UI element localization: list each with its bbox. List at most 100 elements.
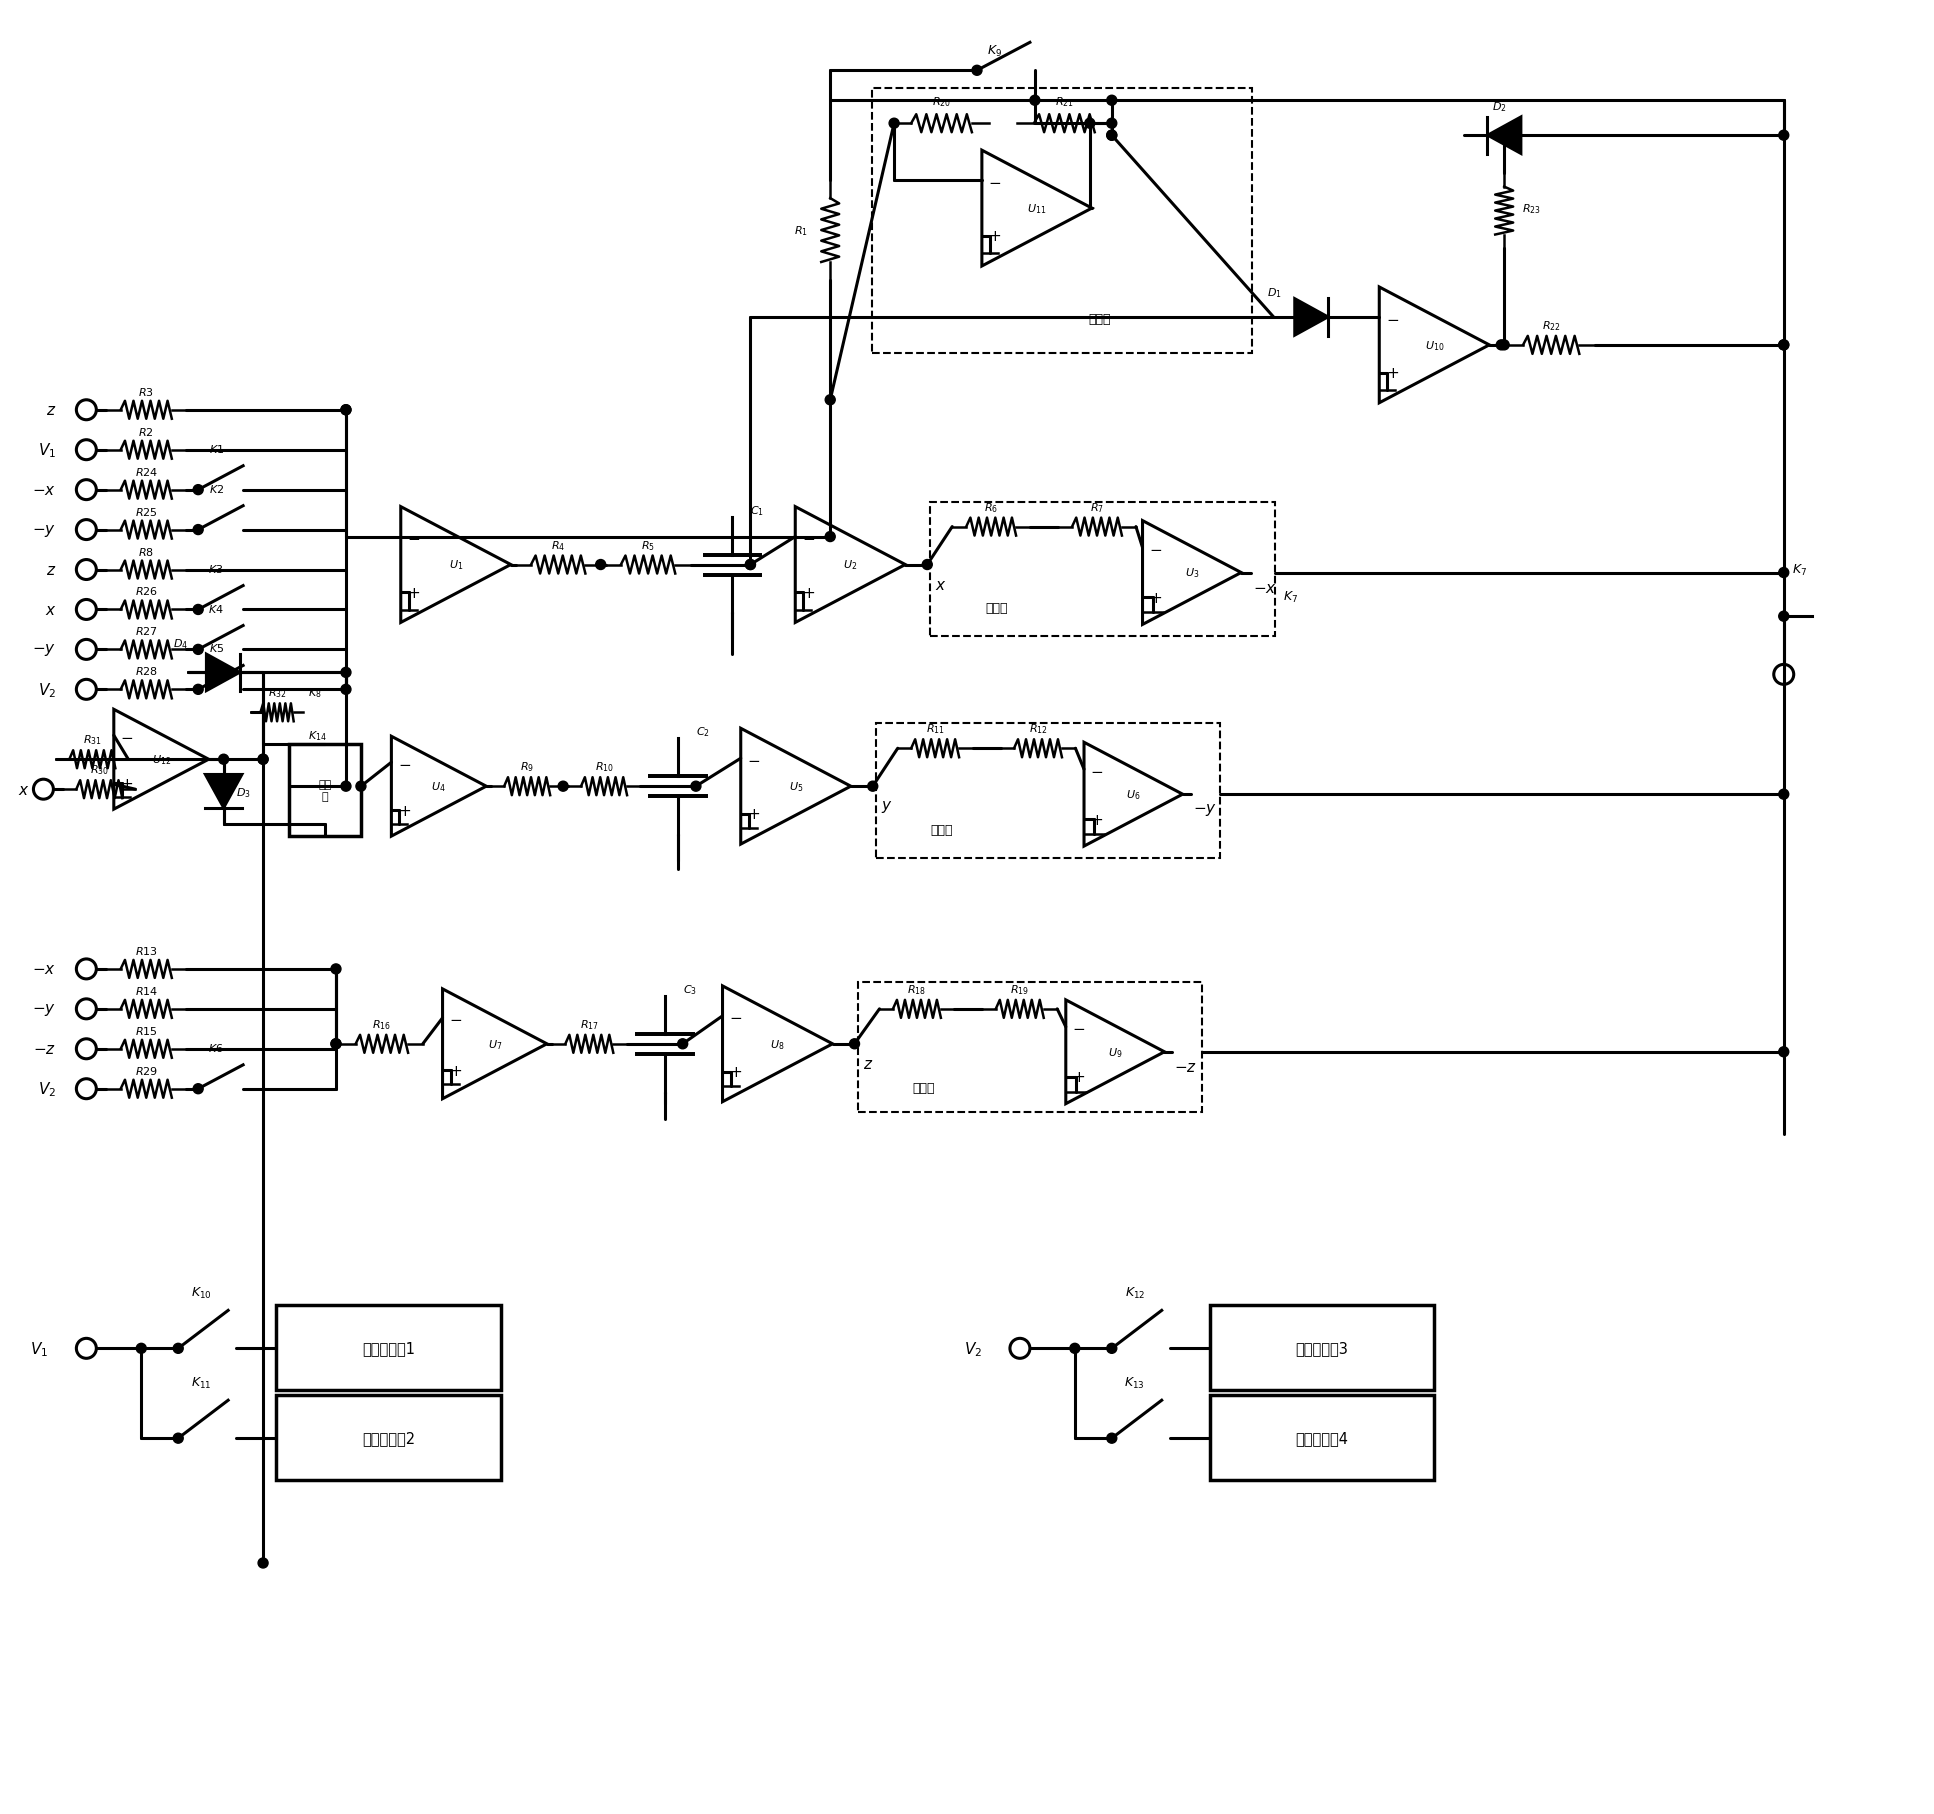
Text: $+$: $+$	[1149, 591, 1162, 606]
Circle shape	[1779, 341, 1789, 350]
Bar	[876, 724, 1220, 858]
Circle shape	[1499, 341, 1509, 350]
Text: $-x$: $-x$	[33, 483, 56, 497]
Circle shape	[356, 782, 366, 791]
Text: $U_3$: $U_3$	[1186, 566, 1199, 580]
Text: $D_1$: $D_1$	[1267, 287, 1282, 299]
Circle shape	[826, 395, 835, 406]
Circle shape	[1085, 120, 1095, 129]
Text: $R27$: $R27$	[135, 626, 159, 637]
Bar	[288, 746, 362, 836]
Text: 负可调电源4: 负可调电源4	[1296, 1431, 1348, 1446]
Text: $x$: $x$	[936, 577, 948, 593]
Text: $R_6$: $R_6$	[984, 501, 998, 515]
Text: 反相器: 反相器	[1089, 312, 1110, 327]
Bar	[277, 1395, 501, 1480]
Text: $-$: $-$	[449, 1010, 462, 1025]
Circle shape	[257, 755, 269, 766]
Text: $z$: $z$	[46, 403, 56, 417]
Text: $-$: $-$	[120, 729, 133, 744]
Text: $R14$: $R14$	[135, 985, 159, 996]
Text: $R29$: $R29$	[135, 1065, 159, 1076]
Text: $+$: $+$	[729, 1065, 743, 1079]
Text: $R_5$: $R_5$	[640, 539, 656, 551]
Text: $R_{20}$: $R_{20}$	[932, 96, 952, 109]
Bar	[1209, 1395, 1435, 1480]
Circle shape	[193, 686, 203, 695]
Text: $D_2$: $D_2$	[1491, 100, 1507, 114]
Text: $R_7$: $R_7$	[1091, 501, 1104, 515]
Text: $R13$: $R13$	[135, 945, 159, 956]
Text: $-$: $-$	[803, 530, 814, 544]
Text: $+$: $+$	[449, 1063, 462, 1078]
Text: $-y$: $-y$	[33, 642, 56, 658]
Text: 反相
器: 反相 器	[319, 780, 331, 802]
Circle shape	[868, 782, 878, 791]
Text: $R_{16}$: $R_{16}$	[373, 1018, 391, 1030]
Text: $K2$: $K2$	[209, 483, 224, 495]
Text: $K_{14}$: $K_{14}$	[308, 729, 327, 744]
Text: $R_{32}$: $R_{32}$	[267, 686, 286, 700]
Circle shape	[331, 1039, 340, 1048]
Circle shape	[849, 1039, 859, 1048]
Circle shape	[193, 646, 203, 655]
Circle shape	[257, 1558, 269, 1567]
Circle shape	[340, 686, 350, 695]
Text: $-y$: $-y$	[1193, 802, 1216, 818]
Text: $R15$: $R15$	[135, 1025, 159, 1036]
Circle shape	[193, 606, 203, 615]
Text: $R_4$: $R_4$	[551, 539, 565, 551]
Text: $R_{12}$: $R_{12}$	[1029, 722, 1048, 736]
Circle shape	[340, 782, 350, 791]
Circle shape	[340, 406, 350, 415]
Text: $z$: $z$	[46, 562, 56, 577]
Text: $+$: $+$	[398, 804, 410, 818]
Text: $V_2$: $V_2$	[963, 1339, 982, 1359]
Text: $R_{30}$: $R_{30}$	[89, 764, 108, 776]
Text: $-x$: $-x$	[1253, 580, 1276, 595]
Text: $K1$: $K1$	[209, 443, 224, 455]
Text: $+$: $+$	[408, 586, 420, 600]
Bar	[930, 502, 1275, 637]
Circle shape	[1779, 568, 1789, 579]
Circle shape	[745, 561, 756, 570]
Circle shape	[1779, 789, 1789, 800]
Text: $-$: $-$	[747, 751, 760, 767]
Circle shape	[340, 668, 350, 678]
Text: $-$: $-$	[1385, 310, 1398, 325]
Text: $-$: $-$	[729, 1009, 743, 1023]
Text: $+$: $+$	[988, 229, 1002, 245]
Text: 反相器: 反相器	[930, 824, 953, 836]
Circle shape	[219, 755, 228, 766]
Circle shape	[331, 1039, 340, 1048]
Circle shape	[1106, 1344, 1116, 1353]
Text: 反相器: 反相器	[984, 602, 1008, 615]
Text: $+$: $+$	[120, 776, 133, 791]
Circle shape	[890, 120, 899, 129]
Text: $-y$: $-y$	[33, 1001, 56, 1018]
Text: $U_5$: $U_5$	[789, 780, 803, 795]
Text: $R2$: $R2$	[139, 426, 155, 437]
Circle shape	[677, 1039, 689, 1048]
Text: $R_{18}$: $R_{18}$	[907, 983, 926, 996]
Text: $+$: $+$	[747, 807, 760, 822]
Text: $R25$: $R25$	[135, 506, 159, 517]
Bar	[857, 983, 1203, 1112]
Text: $x$: $x$	[44, 602, 56, 617]
Text: $K5$: $K5$	[209, 642, 224, 655]
Text: $V_1$: $V_1$	[39, 441, 56, 459]
Text: $D_3$: $D_3$	[236, 785, 249, 800]
Bar	[277, 1306, 501, 1391]
Circle shape	[174, 1433, 184, 1444]
Text: $C_2$: $C_2$	[696, 726, 710, 738]
Text: $V_1$: $V_1$	[31, 1339, 48, 1359]
Circle shape	[193, 526, 203, 535]
Text: $R28$: $R28$	[135, 666, 159, 677]
Circle shape	[1106, 131, 1116, 141]
Polygon shape	[1487, 118, 1522, 154]
Text: $V_2$: $V_2$	[39, 680, 56, 700]
Text: $R_{22}$: $R_{22}$	[1541, 319, 1561, 332]
Text: $R_{19}$: $R_{19}$	[1010, 983, 1029, 996]
Circle shape	[257, 755, 269, 766]
Text: $x$: $x$	[17, 782, 29, 796]
